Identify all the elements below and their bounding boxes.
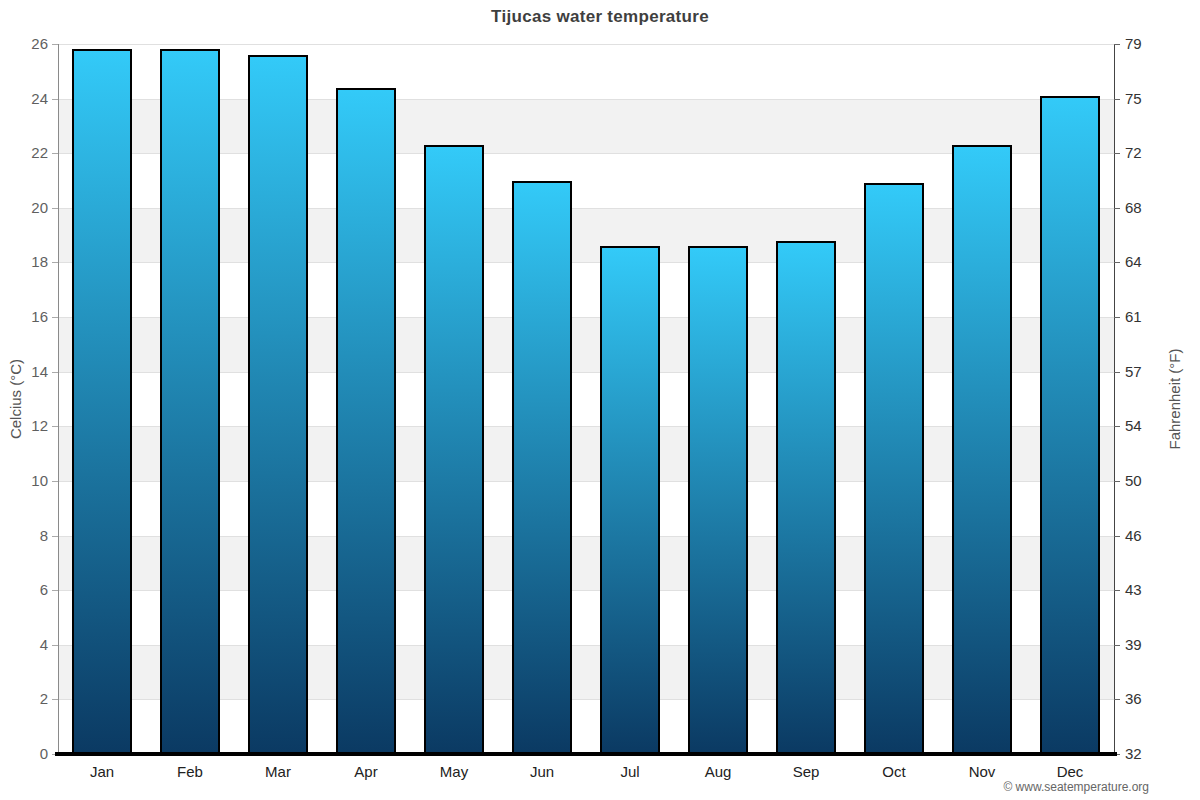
fahrenheit-tick-mark (1114, 99, 1120, 100)
celsius-tick-mark (52, 645, 58, 646)
celsius-tick-label: 2 (0, 690, 48, 708)
fahrenheit-tick-mark (1114, 153, 1120, 154)
gridline (58, 44, 1114, 45)
bar-oct[interactable] (864, 183, 924, 754)
month-label-dec: Dec (1026, 762, 1114, 782)
fahrenheit-tick-label: 32 (1125, 745, 1169, 763)
fahrenheit-tick-label: 61 (1125, 308, 1169, 326)
celsius-tick-label: 6 (0, 581, 48, 599)
celsius-tick-mark (52, 699, 58, 700)
month-label-sep: Sep (762, 762, 850, 782)
celsius-tick-mark (52, 99, 58, 100)
celsius-tick-label: 24 (0, 90, 48, 108)
fahrenheit-tick-mark (1114, 262, 1120, 263)
celsius-tick-label: 10 (0, 472, 48, 490)
bar-jun[interactable] (512, 181, 572, 754)
bar-nov[interactable] (952, 145, 1012, 754)
celsius-tick-label: 4 (0, 636, 48, 654)
fahrenheit-tick-label: 68 (1125, 199, 1169, 217)
celsius-tick-mark (52, 590, 58, 591)
bar-jul[interactable] (600, 246, 660, 754)
month-label-jun: Jun (498, 762, 586, 782)
month-label-nov: Nov (938, 762, 1026, 782)
month-label-mar: Mar (234, 762, 322, 782)
fahrenheit-tick-label: 46 (1125, 527, 1169, 545)
celsius-tick-mark (52, 262, 58, 263)
fahrenheit-tick-label: 79 (1125, 35, 1169, 53)
fahrenheit-tick-mark (1114, 426, 1120, 427)
month-label-jan: Jan (58, 762, 146, 782)
celsius-tick-mark (52, 317, 58, 318)
left-axis-line (58, 44, 59, 754)
celsius-tick-mark (52, 44, 58, 45)
month-label-oct: Oct (850, 762, 938, 782)
fahrenheit-tick-mark (1114, 208, 1120, 209)
fahrenheit-tick-label: 72 (1125, 144, 1169, 162)
fahrenheit-tick-mark (1114, 699, 1120, 700)
bar-dec[interactable] (1040, 96, 1100, 754)
bar-sep[interactable] (776, 241, 836, 754)
celsius-tick-label: 8 (0, 527, 48, 545)
celsius-tick-label: 22 (0, 144, 48, 162)
x-axis-line (55, 752, 1117, 756)
right-axis-line (1114, 44, 1115, 754)
chart-title: Tijucas water temperature (0, 7, 1200, 27)
celsius-tick-label: 26 (0, 35, 48, 53)
y-axis-title-fahrenheit: Fahrenheit (°F) (1165, 249, 1185, 549)
celsius-tick-label: 12 (0, 417, 48, 435)
fahrenheit-tick-label: 50 (1125, 472, 1169, 490)
copyright-link[interactable]: © www.seatemperature.org (1003, 780, 1149, 794)
celsius-tick-mark (52, 481, 58, 482)
fahrenheit-tick-mark (1114, 645, 1120, 646)
bar-feb[interactable] (160, 49, 220, 754)
bar-jan[interactable] (72, 49, 132, 754)
celsius-tick-label: 0 (0, 745, 48, 763)
celsius-tick-label: 20 (0, 199, 48, 217)
bar-may[interactable] (424, 145, 484, 754)
bar-apr[interactable] (336, 88, 396, 754)
celsius-tick-mark (52, 153, 58, 154)
month-label-aug: Aug (674, 762, 762, 782)
month-label-may: May (410, 762, 498, 782)
plot-area (58, 44, 1114, 754)
fahrenheit-tick-label: 39 (1125, 636, 1169, 654)
fahrenheit-tick-label: 36 (1125, 690, 1169, 708)
fahrenheit-tick-mark (1114, 317, 1120, 318)
celsius-tick-mark (52, 372, 58, 373)
month-label-jul: Jul (586, 762, 674, 782)
chart-container: Tijucas water temperature Celcius (°C) F… (0, 0, 1200, 800)
celsius-tick-label: 16 (0, 308, 48, 326)
celsius-tick-mark (52, 536, 58, 537)
fahrenheit-tick-mark (1114, 590, 1120, 591)
celsius-tick-mark (52, 208, 58, 209)
fahrenheit-tick-mark (1114, 44, 1120, 45)
celsius-tick-mark (52, 426, 58, 427)
fahrenheit-tick-mark (1114, 536, 1120, 537)
celsius-tick-label: 14 (0, 363, 48, 381)
bar-aug[interactable] (688, 246, 748, 754)
y-axis-title-celsius: Celcius (°C) (6, 249, 26, 549)
bar-mar[interactable] (248, 55, 308, 754)
celsius-tick-label: 18 (0, 253, 48, 271)
fahrenheit-tick-mark (1114, 372, 1120, 373)
fahrenheit-tick-mark (1114, 481, 1120, 482)
fahrenheit-tick-label: 43 (1125, 581, 1169, 599)
month-label-feb: Feb (146, 762, 234, 782)
month-label-apr: Apr (322, 762, 410, 782)
fahrenheit-tick-label: 54 (1125, 417, 1169, 435)
fahrenheit-tick-label: 75 (1125, 90, 1169, 108)
fahrenheit-tick-label: 57 (1125, 363, 1169, 381)
fahrenheit-tick-label: 64 (1125, 253, 1169, 271)
